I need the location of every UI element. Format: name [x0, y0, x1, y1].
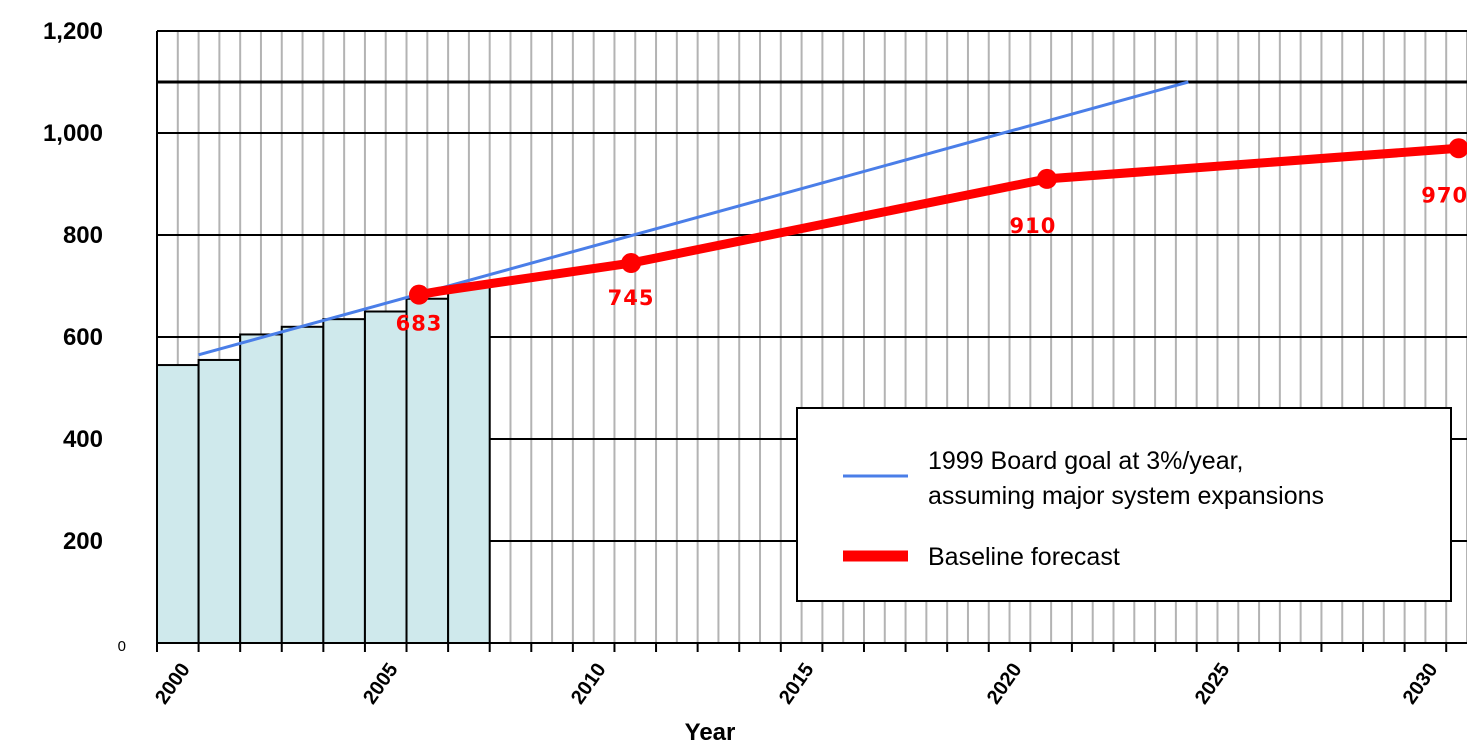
y-tick-label: 800: [63, 222, 103, 249]
legend-label-board-goal-line2: assuming major system expansions: [928, 482, 1324, 510]
x-tick-label: 2025: [1191, 659, 1235, 708]
legend-label-board-goal-line1: 1999 Board goal at 3%/year,: [928, 447, 1244, 475]
legend-box: [796, 407, 1452, 602]
y-tick-label: 600: [63, 324, 103, 351]
bar: [239, 333, 283, 644]
baseline-marker: [621, 253, 642, 274]
data-label: 683: [396, 312, 443, 336]
board-goal-line: [198, 80, 1189, 357]
data-label: 910: [1010, 214, 1057, 238]
data-label: 970: [1421, 183, 1467, 207]
x-tick-labels: 2000 2005 2010 2015 2020 2025 2030: [151, 659, 1442, 708]
bar: [447, 285, 491, 644]
x-tick-label: 2005: [359, 659, 403, 708]
y-tick-label: 0: [118, 638, 126, 655]
bar: [156, 364, 200, 644]
bars: [156, 285, 491, 644]
y-tick-label: 200: [63, 528, 103, 555]
bar: [280, 325, 325, 644]
axes: [156, 30, 1467, 652]
y-tick-label: 1,200: [43, 18, 103, 45]
x-tick-label: 2000: [151, 659, 195, 708]
data-label: 745: [608, 286, 655, 310]
y-tick-label: 400: [63, 426, 103, 453]
y-tick-labels: 0 200 400 600 800 1,000 1,200: [43, 18, 126, 655]
bar: [363, 310, 408, 644]
series-markers: [409, 138, 1467, 305]
x-tick-label: 2020: [983, 659, 1027, 708]
data-labels: 683 745 910 970: [396, 183, 1467, 335]
bar: [197, 358, 242, 644]
legend-label-baseline: Baseline forecast: [928, 543, 1120, 571]
y-tick-label: 1,000: [43, 120, 103, 147]
x-tick-label: 2015: [775, 659, 819, 708]
x-tick-label: 2010: [567, 659, 611, 708]
bar: [405, 297, 450, 644]
legend: 1999 Board goal at 3%/year, assuming maj…: [796, 407, 1452, 602]
baseline-marker: [1036, 168, 1057, 189]
baseline-marker: [409, 284, 429, 305]
x-axis-label: Year: [685, 719, 736, 746]
baseline-marker: [1448, 138, 1467, 159]
x-tick-label: 2030: [1399, 659, 1443, 708]
bar: [322, 318, 366, 644]
baseline-forecast-line: [418, 143, 1460, 300]
